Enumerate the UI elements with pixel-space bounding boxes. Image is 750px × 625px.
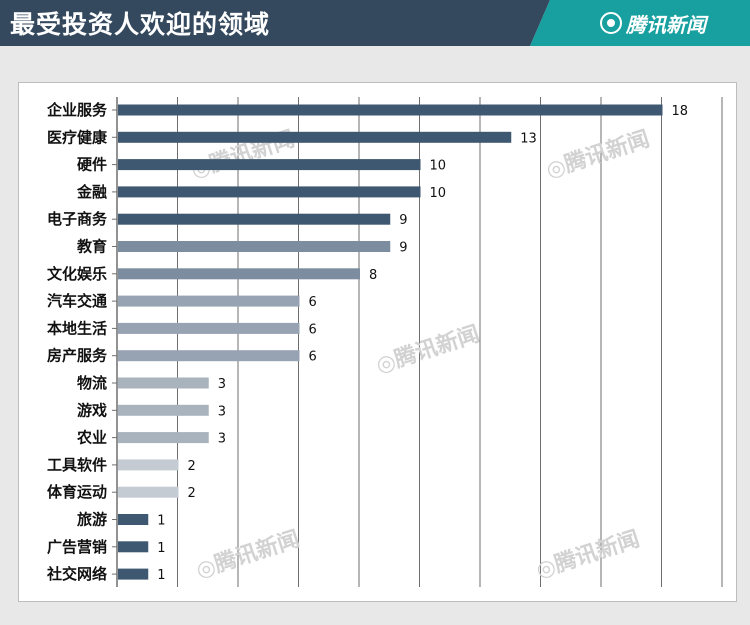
bar [118, 159, 421, 171]
bar [118, 350, 300, 362]
bar [118, 295, 300, 307]
category-label: 医疗健康 [47, 128, 108, 146]
category-label: 文化娱乐 [47, 265, 107, 283]
value-label: 9 [399, 241, 407, 256]
value-label: 2 [188, 486, 196, 501]
header-bar: 最受投资人欢迎的领域 腾讯新闻 [0, 0, 750, 46]
page-title: 最受投资人欢迎的领域 [10, 10, 271, 39]
value-label: 6 [309, 322, 317, 337]
brand-logo: 腾讯新闻 [600, 8, 706, 38]
bar [118, 213, 391, 225]
bar [118, 322, 300, 334]
category-label: 电子商务 [47, 210, 108, 228]
bar [118, 131, 512, 143]
category-label: 旅游 [77, 511, 107, 529]
category-label: 广告营销 [47, 538, 107, 556]
watermark-text: ◎腾讯新闻 [543, 126, 653, 184]
value-label: 10 [430, 186, 447, 201]
bar [118, 459, 179, 471]
tencent-news-icon [600, 12, 622, 34]
category-label: 社交网络 [46, 565, 107, 583]
value-label: 3 [218, 432, 226, 447]
bar [118, 568, 149, 580]
value-label: 18 [672, 104, 689, 119]
value-label: 2 [188, 459, 196, 474]
watermark-text: ◎腾讯新闻 [533, 526, 643, 584]
bar [118, 377, 209, 389]
bar [118, 104, 663, 116]
bar [118, 432, 209, 444]
category-label: 企业服务 [46, 101, 108, 119]
category-label: 教育 [76, 238, 107, 256]
watermark-text: ◎腾讯新闻 [373, 321, 483, 379]
category-label: 汽车交通 [47, 292, 107, 310]
bar [118, 514, 149, 525]
value-label: 9 [399, 213, 407, 228]
bar [118, 186, 421, 198]
category-label: 体育运动 [47, 483, 107, 501]
category-label: 本地生活 [47, 319, 107, 337]
value-label: 8 [369, 268, 377, 283]
category-label: 房产服务 [47, 347, 108, 365]
bar [118, 486, 179, 498]
value-label: 1 [157, 541, 165, 556]
category-label: 工具软件 [47, 456, 107, 474]
bar [118, 241, 391, 252]
value-label: 3 [218, 377, 226, 392]
category-label: 农业 [76, 429, 107, 447]
bar [118, 541, 149, 553]
value-label: 1 [157, 514, 165, 529]
value-label: 10 [430, 159, 447, 174]
category-label: 物流 [77, 374, 107, 392]
category-label: 金融 [76, 183, 107, 201]
value-label: 13 [520, 131, 537, 146]
bar [118, 404, 209, 416]
category-label: 硬件 [77, 156, 107, 174]
category-label: 游戏 [77, 401, 107, 419]
value-label: 6 [309, 350, 317, 365]
header-background [0, 0, 750, 46]
chart-panel: ◎腾讯新闻 ◎腾讯新闻 ◎腾讯新闻 ◎腾讯新闻 ◎腾讯新闻 企业服务 18 医疗健康 13 硬件 1… [18, 82, 737, 602]
value-label: 1 [157, 568, 165, 583]
brand-name: 腾讯新闻 [626, 12, 706, 37]
value-label: 3 [218, 404, 226, 419]
bar [118, 268, 360, 280]
watermark-text: ◎腾讯新闻 [193, 526, 303, 584]
value-label: 6 [309, 295, 317, 310]
